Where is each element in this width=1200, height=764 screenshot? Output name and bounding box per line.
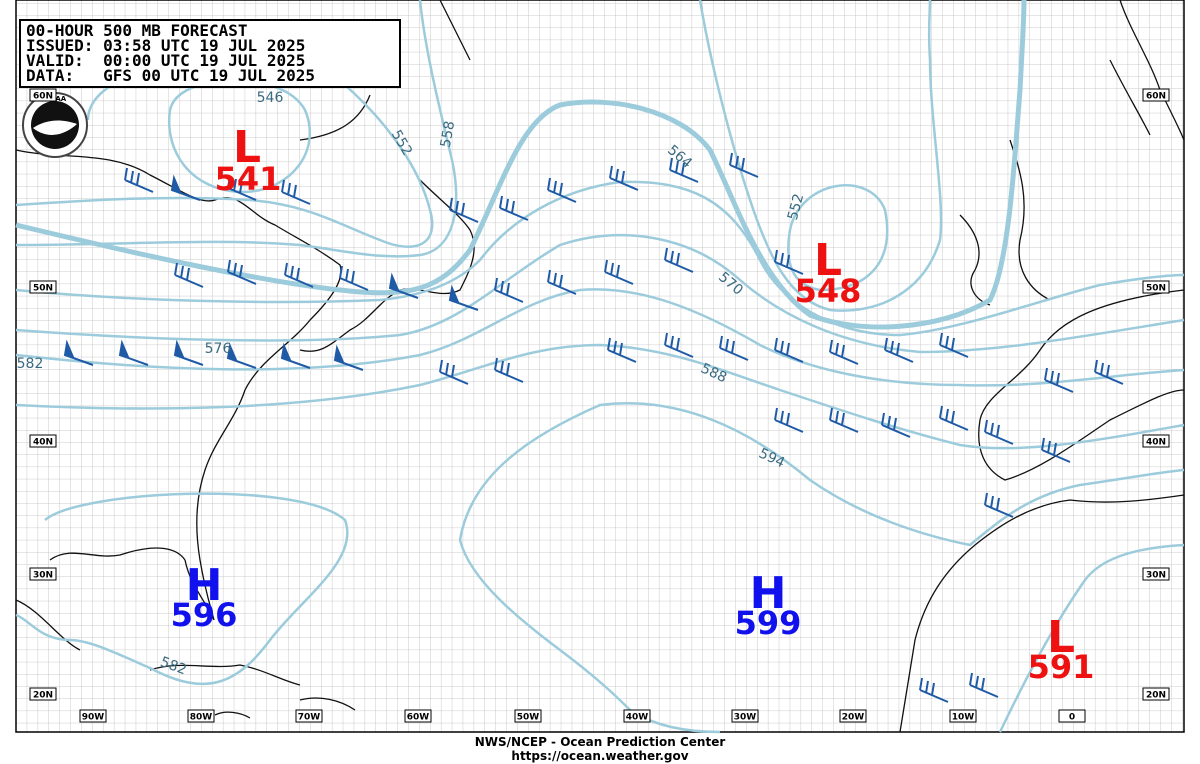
label-box [514,709,542,723]
grid-label: 30N [1142,567,1170,581]
label-box [29,567,57,581]
contour-labels: 546 552 558 564 570 576 582 588 594 552 … [17,90,808,678]
label-text: 30N [1146,571,1166,581]
label-box [1142,434,1170,448]
contour-label: 576 [205,341,232,357]
label-box [731,709,759,723]
label-text: 50N [1146,284,1166,294]
label-text: 70W [298,713,321,723]
footer-url: https://ocean.weather.gov [511,749,688,763]
center-value: 599 [735,604,802,642]
noaa-logo: NOAA [22,92,88,158]
footer-agency: NWS/NCEP - Ocean Prediction Center [475,735,726,749]
label-box [404,709,432,723]
grid-label: 50N [29,280,57,294]
grid-label: 60N [29,88,57,102]
label-text: 0 [1069,713,1075,723]
label-box [1142,280,1170,294]
header-box [19,19,401,88]
label-box [623,709,651,723]
grid-label: 40N [1142,434,1170,448]
grid-label: 50N [1142,280,1170,294]
label-box [1142,88,1170,102]
grid-label: 40N [29,434,57,448]
grid-label: 60N [1142,88,1170,102]
grid-label: 50W [514,709,542,723]
label-box [187,709,215,723]
label-text: 90W [82,713,105,723]
center-value: 596 [171,596,238,634]
grid-label: 20W [839,709,867,723]
grid-label: 20N [29,687,57,701]
contour-label: 558 [438,120,458,149]
grid-label: 40W [623,709,651,723]
label-text: 50W [517,713,540,723]
center-symbol: H [186,560,223,611]
header-valid: VALID: 00:00 UTC 19 JUL 2025 [26,51,305,70]
label-text: 20W [842,713,865,723]
grid-label: 0 [1058,709,1086,723]
label-box [79,709,107,723]
center-symbol: H [750,568,787,619]
label-box [29,280,57,294]
label-text: 50N [33,284,53,294]
label-box [1142,687,1170,701]
center-value: 591 [1028,648,1095,686]
grid-label: 30N [29,567,57,581]
contour-label: 546 [257,90,284,106]
label-text: 40N [1146,438,1166,448]
label-text: 30W [734,713,757,723]
label-text: 60N [1146,92,1166,102]
label-box [29,88,57,102]
grid-label: 20N [1142,687,1170,701]
pressure-centers: L 541 L 548 H 596 H 599 L 591 [171,122,1095,686]
label-box [295,709,323,723]
label-text: 20N [33,691,53,701]
grid-labels: 60N 60N 50N 50N 40N 40N 30N 30N 20N 20N 90W 80W 70W 6… [29,88,1170,723]
label-text: 40N [33,438,53,448]
grid-label: 30W [731,709,759,723]
label-text: 20N [1146,691,1166,701]
grid-label: 10W [949,709,977,723]
label-text: 40W [626,713,649,723]
label-box [1142,567,1170,581]
label-text: 30N [33,571,53,581]
center-symbol: L [1047,612,1075,663]
label-box [29,687,57,701]
label-text: 10W [952,713,975,723]
label-text: 60W [407,713,430,723]
header-data: DATA: GFS 00 UTC 19 JUL 2025 [26,66,315,85]
header-title: 00-HOUR 500 MB FORECAST [26,21,248,40]
grid-label: 90W [79,709,107,723]
contour-label: 552 [785,192,807,222]
label-text: 80W [190,713,213,723]
label-text: 60N [33,92,53,102]
grid-label: 60W [404,709,432,723]
label-box [839,709,867,723]
label-box [949,709,977,723]
center-symbol: L [814,235,842,286]
center-symbol: L [233,122,261,173]
grid-label: 80W [187,709,215,723]
label-box [29,434,57,448]
header-issued: ISSUED: 03:58 UTC 19 JUL 2025 [26,36,305,55]
grid-label: 70W [295,709,323,723]
label-box [1058,709,1086,723]
center-value: 541 [215,160,282,198]
contour-label: 582 [17,356,44,372]
center-value: 548 [795,272,862,310]
